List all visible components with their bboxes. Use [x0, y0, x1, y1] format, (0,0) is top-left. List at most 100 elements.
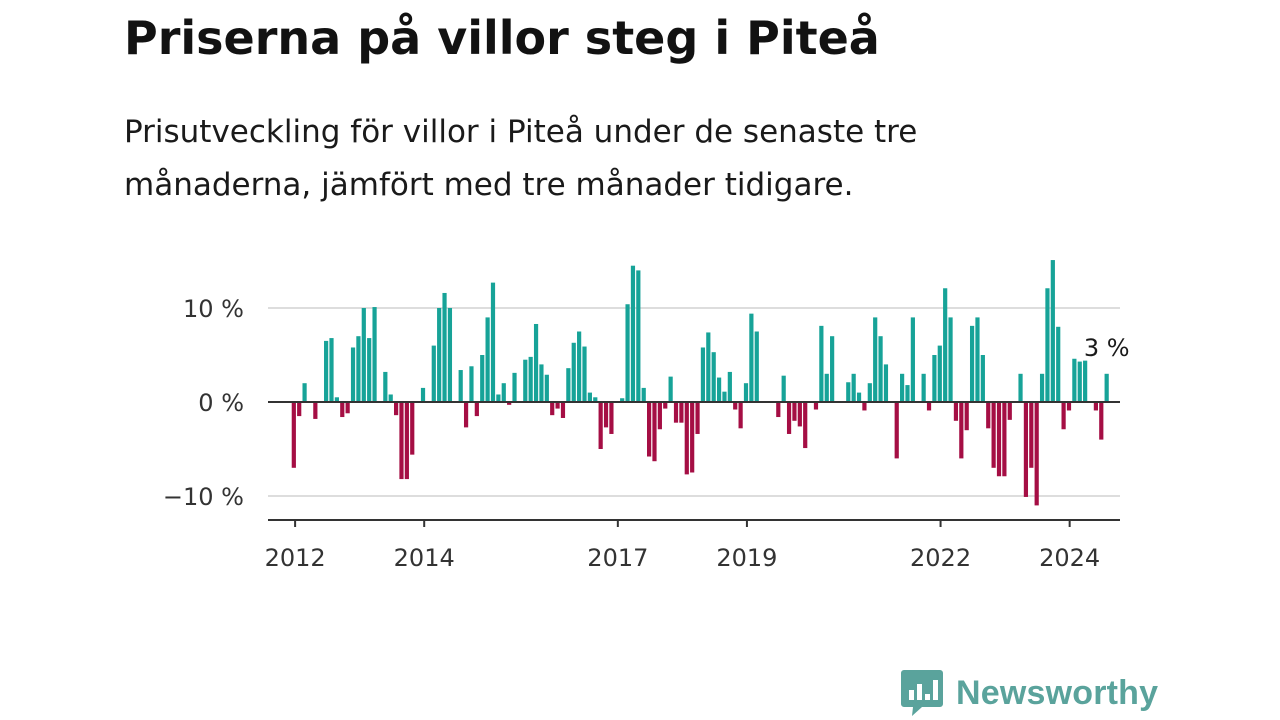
bar [668, 376, 673, 402]
bar [953, 402, 959, 421]
bar [571, 342, 576, 402]
bar [926, 402, 932, 411]
bar [716, 377, 722, 402]
bar [900, 373, 905, 402]
bar [813, 402, 819, 410]
bar [291, 402, 296, 468]
bar [975, 317, 980, 402]
bar [894, 402, 899, 459]
x-tick-label: 2019 [716, 544, 777, 572]
bar [781, 375, 786, 402]
bar [1023, 402, 1029, 497]
bar [324, 340, 329, 402]
bar [878, 336, 883, 402]
bar [630, 265, 636, 402]
bar [943, 288, 948, 402]
bar [480, 355, 485, 402]
x-tick-label: 2014 [394, 544, 455, 572]
bar [593, 397, 598, 402]
bar [533, 323, 539, 402]
bar [980, 355, 985, 402]
bar [652, 402, 657, 462]
bar [996, 402, 1002, 477]
bar [1104, 373, 1109, 402]
bar [501, 383, 506, 402]
bar [786, 402, 792, 434]
bar [485, 317, 490, 402]
bar [1083, 360, 1088, 402]
bar [388, 394, 393, 402]
bar [1007, 402, 1012, 420]
bar [797, 402, 802, 427]
bar [700, 347, 706, 402]
bar [910, 317, 915, 402]
bar [727, 371, 732, 402]
bar [560, 402, 566, 418]
bar [641, 387, 646, 402]
bar [722, 391, 727, 402]
bar [539, 364, 544, 402]
brand-name: Newsworthy [956, 673, 1159, 712]
bar [340, 402, 345, 418]
bar [1072, 358, 1077, 402]
bar [830, 336, 835, 402]
bar [609, 402, 614, 434]
bar-chart: −10 % 0 % 10 % 2012 2014 2017 2019 2022 2024 3 % [163, 260, 1130, 572]
bar [512, 372, 517, 402]
x-tick-label: 2017 [587, 544, 648, 572]
bar [399, 402, 404, 480]
bar [356, 336, 361, 402]
last-value-label: 3 % [1084, 334, 1130, 362]
bar [969, 325, 975, 402]
bar [1029, 402, 1034, 468]
bar [458, 370, 463, 402]
bar [948, 317, 953, 402]
newsworthy-logo: Newsworthy [900, 668, 1158, 718]
bar [706, 332, 711, 402]
bar [420, 387, 426, 402]
chart-subtitle: Prisutveckling för villor i Piteå under … [124, 114, 918, 203]
bar [679, 402, 684, 423]
bar [603, 402, 609, 428]
bar [393, 402, 399, 416]
bar [1002, 402, 1007, 477]
bar [1034, 402, 1039, 506]
bar [442, 292, 447, 402]
bar [474, 402, 479, 417]
bar [792, 402, 797, 421]
bar [350, 347, 356, 402]
bar [1099, 402, 1104, 440]
bar [743, 383, 749, 402]
bar [657, 402, 662, 430]
bar [695, 402, 700, 434]
bar [437, 308, 442, 402]
bar [647, 402, 652, 457]
bar [738, 402, 743, 429]
bar [367, 338, 372, 402]
bar [711, 352, 716, 402]
bar [550, 402, 555, 416]
bar [313, 402, 318, 419]
bar [620, 398, 625, 402]
bar [803, 402, 808, 449]
bar [690, 402, 695, 473]
bar [302, 383, 307, 402]
bar [469, 366, 474, 402]
bar [883, 364, 889, 402]
bar [566, 368, 571, 402]
bar [555, 402, 560, 409]
bar [867, 383, 872, 402]
bar [1056, 326, 1061, 402]
bar [329, 338, 334, 402]
bar [684, 402, 689, 475]
bar [544, 374, 549, 402]
bar [991, 402, 996, 468]
bar [1045, 288, 1050, 402]
bar [1066, 402, 1072, 411]
x-tick-label: 2024 [1039, 544, 1100, 572]
y-tick-label: 0 % [198, 389, 244, 417]
bar [846, 382, 851, 402]
bar [383, 371, 388, 402]
bar [986, 402, 991, 429]
bar-chart-speech-bubble-icon [901, 670, 943, 716]
